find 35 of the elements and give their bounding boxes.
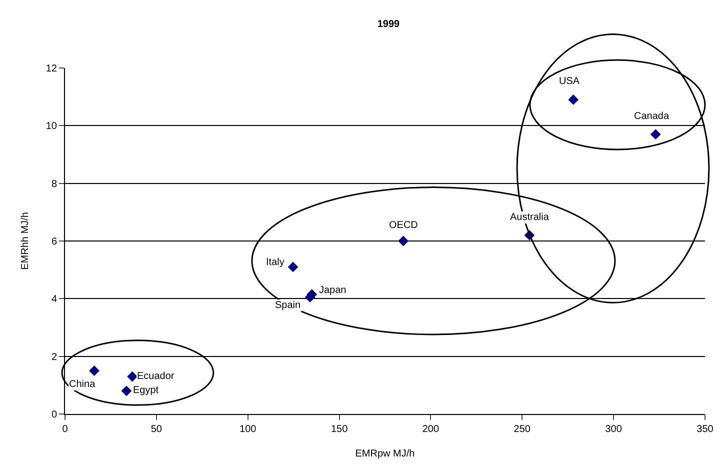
x-tick-label: 100 [240,424,257,435]
annotation: China [69,379,96,390]
y-tick-label: 2 [51,352,58,363]
x-tick-label: 300 [605,424,622,435]
annotation: USA [559,76,580,87]
y-tick-label: 4 [51,294,58,306]
x-axis-title: EMRpw MJ/h [355,448,415,460]
annotation: Australia [510,212,550,223]
y-tick-label: 8 [51,178,58,190]
point [568,94,579,105]
annotation: Canada [634,111,670,122]
x-tick-label: 150 [330,424,348,435]
point [288,262,298,272]
x-tick-label: 350 [696,424,714,435]
point [398,236,408,246]
annotation: Italy [266,257,284,268]
annotation: OECD [389,220,418,231]
point [121,386,132,396]
x-tick-label: 50 [150,424,162,435]
y-tick-label: 10 [46,121,58,132]
y-tick-label: 12 [46,64,58,74]
point [89,366,100,376]
x-tick-label: 200 [422,424,440,435]
annotation: Egypt [133,385,159,396]
chart-title: 1999 [377,19,400,30]
y-tick-label: 6 [51,236,58,248]
point [650,129,661,140]
y-axis-title: EMRhh MJ/h [20,212,31,270]
point [127,371,138,382]
y-tick-label: 0 [51,410,58,420]
x-tick-label: 0 [62,424,68,435]
annotation: Spain [275,300,301,311]
annotation: Japan [319,285,346,296]
x-tick-label: 250 [514,424,531,435]
annotation: Ecuador [137,371,175,382]
